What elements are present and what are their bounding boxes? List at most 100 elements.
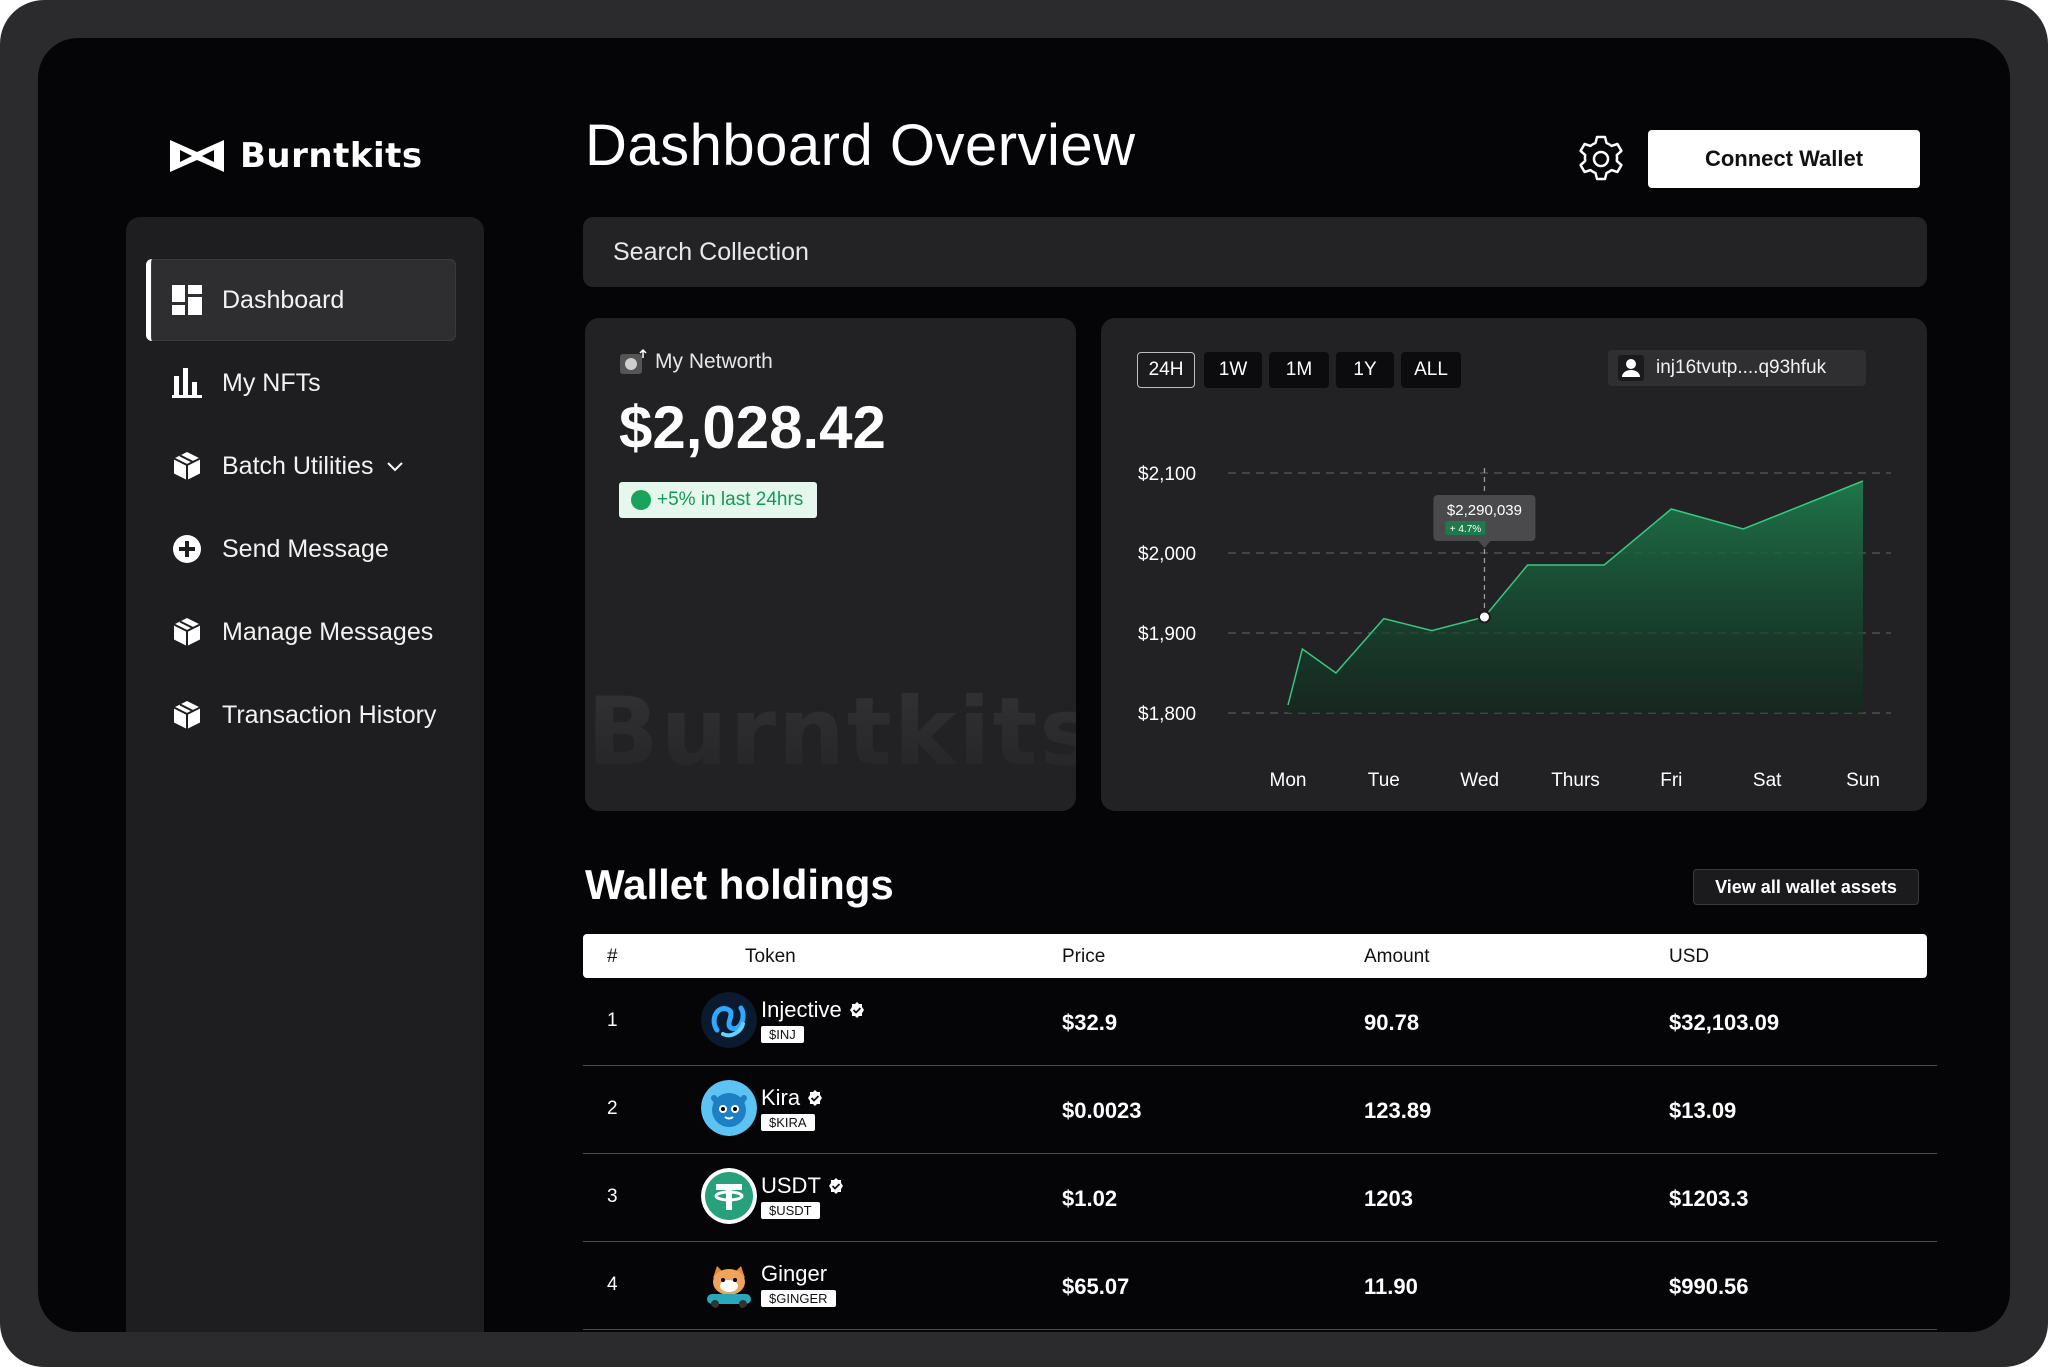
verified-badge-icon bbox=[808, 1090, 823, 1106]
sidebar-item-manage-messages[interactable]: Manage Messages bbox=[146, 591, 456, 673]
wallet-address-chip[interactable]: inj16tvutp....q93hfuk bbox=[1608, 350, 1866, 386]
ginger-logo-icon bbox=[707, 1266, 751, 1308]
usd-cell: $13.09 bbox=[1669, 1098, 1737, 1123]
sidebar: Dashboard My NFTs Batch Utilities Send bbox=[126, 217, 484, 1332]
x-tick-label: Mon bbox=[1270, 770, 1307, 791]
y-tick-label: $1,900 bbox=[1138, 624, 1196, 645]
price-cell: $1.02 bbox=[1062, 1186, 1118, 1211]
chevron-down-icon[interactable] bbox=[385, 456, 405, 476]
app-screen: Burntkits Dashboard My NFTs Batch Util bbox=[38, 38, 2010, 1332]
change-text: +5% in last 24hrs bbox=[657, 489, 804, 510]
token-name-text: Injective bbox=[761, 997, 842, 1022]
token-name-text: Kira bbox=[761, 1085, 801, 1110]
chart-card: 24H 1W 1M 1Y ALL inj16tvutp....q93hfuk $… bbox=[1101, 318, 1927, 811]
range-all-button[interactable]: ALL bbox=[1401, 352, 1461, 388]
tooltip-value: $2,290,039 bbox=[1447, 502, 1522, 519]
column-header-price: Price bbox=[1062, 946, 1106, 967]
cube-icon bbox=[172, 451, 202, 481]
sidebar-item-my-nfts[interactable]: My NFTs bbox=[146, 342, 456, 424]
price-cell: $0.0023 bbox=[1062, 1098, 1142, 1123]
table-row[interactable]: 3 USDT $USDT bbox=[583, 1154, 1937, 1242]
column-header-token: Token bbox=[745, 946, 796, 967]
gear-icon[interactable] bbox=[1576, 134, 1626, 184]
networth-label-text: My Networth bbox=[655, 350, 773, 373]
token-cell: USDT $USDT bbox=[701, 1168, 845, 1224]
area-fill bbox=[1288, 481, 1863, 713]
sidebar-item-label: My NFTs bbox=[222, 368, 321, 397]
sidebar-item-label: Manage Messages bbox=[222, 617, 434, 646]
token-ticker: $GINGER bbox=[761, 1290, 836, 1307]
table-row[interactable]: 1 Injective $INJ $32.9 90.78 bbox=[583, 978, 1937, 1066]
cube-icon bbox=[172, 617, 202, 647]
x-tick-label: Thurs bbox=[1551, 770, 1600, 791]
row-index: 1 bbox=[607, 1010, 618, 1031]
row-index: 4 bbox=[607, 1274, 618, 1295]
amount-cell: 90.78 bbox=[1364, 1010, 1420, 1035]
brand-name: Burntkits bbox=[240, 136, 423, 176]
token-name-text: USDT bbox=[761, 1173, 821, 1198]
x-tick-label: Tue bbox=[1368, 770, 1400, 791]
token-name: Injective bbox=[761, 997, 866, 1023]
user-icon bbox=[1618, 355, 1644, 381]
amount-cell: 123.89 bbox=[1364, 1098, 1432, 1123]
amount-cell: 1203 bbox=[1364, 1186, 1413, 1211]
column-header-amount: Amount bbox=[1364, 946, 1430, 967]
x-tick-label: Wed bbox=[1460, 770, 1499, 791]
x-tick-label: Sun bbox=[1846, 770, 1880, 791]
brand-watermark: Burntkits bbox=[587, 678, 1076, 787]
token-ticker: $KIRA bbox=[761, 1114, 815, 1131]
column-header-usd: USD bbox=[1669, 946, 1710, 967]
token-name: Ginger bbox=[761, 1261, 828, 1286]
bar-chart-icon bbox=[172, 368, 202, 398]
y-tick-label: $1,800 bbox=[1138, 704, 1196, 725]
brand-logo[interactable]: Burntkits bbox=[168, 136, 423, 176]
plus-circle-icon bbox=[172, 534, 202, 564]
range-24h-button[interactable]: 24H bbox=[1137, 352, 1195, 388]
usd-cell: $32,103.09 bbox=[1669, 1010, 1780, 1035]
search-input[interactable]: Search Collection bbox=[583, 217, 1927, 287]
range-1w-button[interactable]: 1W bbox=[1204, 352, 1262, 388]
networth-area-chart: $2,100 $2,000 $1,900 $1,800 Mon Tue Wed Thurs Fr… bbox=[1138, 464, 1891, 791]
token-name: USDT bbox=[761, 1173, 845, 1199]
y-tick-label: $2,000 bbox=[1138, 544, 1196, 565]
price-cell: $32.9 bbox=[1062, 1010, 1118, 1035]
verified-badge-icon bbox=[828, 1178, 843, 1194]
networth-card: My Networth $2,028.42 +5% in last 24hrs … bbox=[585, 318, 1076, 811]
sidebar-item-transaction-history[interactable]: Transaction History bbox=[146, 674, 456, 756]
kira-logo-icon bbox=[701, 1080, 757, 1136]
x-tick-label: Sat bbox=[1753, 770, 1782, 791]
token-cell: Ginger $GINGER bbox=[701, 1256, 836, 1312]
usdt-logo-icon bbox=[701, 1168, 757, 1224]
tooltip-change-pill bbox=[1445, 521, 1486, 535]
x-tick-label: Fri bbox=[1660, 770, 1682, 791]
table-row[interactable]: 2 Kira $KIRA bbox=[583, 1066, 1937, 1154]
view-all-assets-button[interactable]: View all wallet assets bbox=[1693, 869, 1919, 905]
range-1y-button[interactable]: 1Y bbox=[1336, 352, 1394, 388]
connect-wallet-button[interactable]: Connect Wallet bbox=[1648, 130, 1920, 188]
usd-cell: $990.56 bbox=[1669, 1274, 1749, 1299]
sidebar-item-send-message[interactable]: Send Message bbox=[146, 508, 456, 590]
status-dot-icon bbox=[631, 490, 651, 510]
table-row[interactable]: 4 Ginger $GINGER $65.07 bbox=[583, 1242, 1937, 1330]
holdings-table: # Token Price Amount USD 1 Injective bbox=[583, 934, 1974, 1330]
sidebar-item-label: Transaction History bbox=[222, 700, 437, 729]
sidebar-item-batch-utilities[interactable]: Batch Utilities bbox=[146, 425, 456, 507]
wallet-icon bbox=[620, 348, 647, 374]
page-title: Dashboard Overview bbox=[585, 113, 1136, 178]
sidebar-item-label: Send Message bbox=[222, 534, 389, 563]
networth-label: My Networth bbox=[619, 348, 773, 376]
networth-value: $2,028.42 bbox=[619, 394, 886, 461]
y-tick-label: $2,100 bbox=[1138, 464, 1196, 485]
amount-cell: 11.90 bbox=[1364, 1274, 1418, 1299]
injective-logo-icon bbox=[701, 992, 757, 1048]
tooltip-arrow bbox=[1478, 541, 1491, 548]
usd-cell: $1203.3 bbox=[1669, 1186, 1749, 1211]
range-1m-button[interactable]: 1M bbox=[1269, 352, 1329, 388]
token-cell: Injective $INJ bbox=[701, 992, 866, 1048]
sidebar-item-dashboard[interactable]: Dashboard bbox=[146, 259, 456, 341]
highlight-point bbox=[1477, 610, 1491, 624]
wallet-holdings-title: Wallet holdings bbox=[585, 861, 894, 908]
token-ticker: $USDT bbox=[761, 1202, 820, 1219]
row-index: 2 bbox=[607, 1098, 618, 1119]
bowtie-logo-icon bbox=[170, 140, 224, 172]
